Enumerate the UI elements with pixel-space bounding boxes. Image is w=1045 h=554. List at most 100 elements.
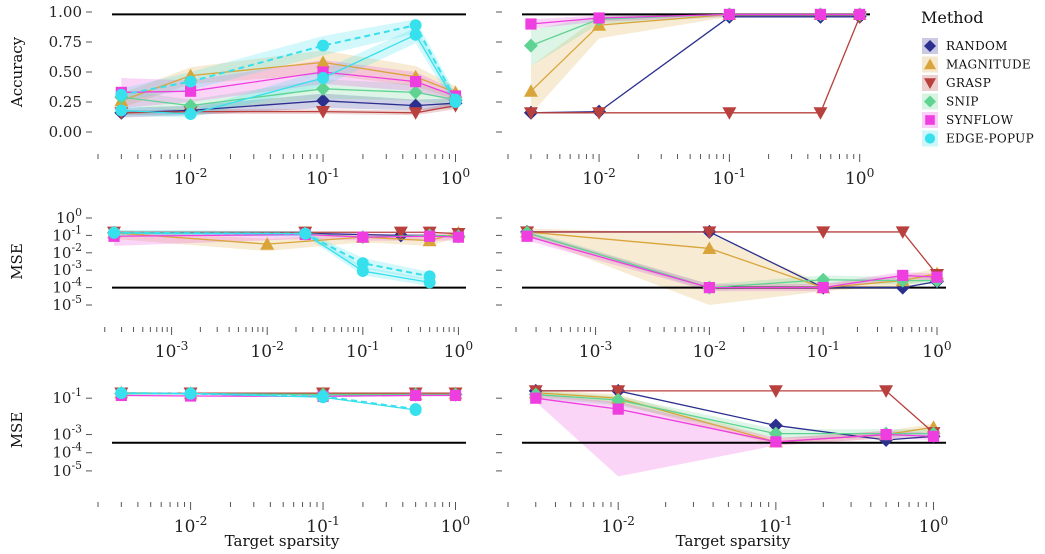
panel-bottom-right: 10-2 10-1 100 xyxy=(496,383,948,537)
point-snip xyxy=(408,85,423,100)
panel-bottom-left: 10-510-410-3 10-1 10-2 10-1 100 MSE xyxy=(8,385,470,537)
band-edge_popup xyxy=(121,19,456,106)
point-grasp xyxy=(895,226,910,239)
point-grasp xyxy=(523,107,538,120)
point-synflow xyxy=(184,85,197,97)
point-synflow xyxy=(410,76,422,88)
y-tick-label: 0.50 xyxy=(49,63,82,81)
x-tick-label: 10-1 xyxy=(806,339,840,362)
x-tick-label: 100 xyxy=(919,514,948,537)
point-grasp xyxy=(768,385,783,398)
point-grasp xyxy=(393,226,408,240)
point-edge_popup xyxy=(115,104,128,117)
point-random xyxy=(316,93,331,108)
point-grasp xyxy=(611,385,626,398)
point-edge_popup xyxy=(184,75,197,88)
point-grasp xyxy=(702,226,717,239)
y-axis-label: Accuracy xyxy=(8,36,26,108)
line-edge_popup xyxy=(114,232,430,284)
x-tick-label: 10-1 xyxy=(759,514,793,537)
y-axis-label: MSE xyxy=(8,243,26,280)
y-tick-label: 10-1 xyxy=(52,223,82,244)
y-tick-label: 0.25 xyxy=(49,93,82,111)
point-synflow xyxy=(449,389,462,402)
point-snip xyxy=(316,81,331,96)
point-synflow xyxy=(770,436,782,448)
xlabel-left: Target sparsity xyxy=(225,532,340,550)
legend: Method RANDOM MAGNITUDE GRASP SNIP SYNFLOW ED… xyxy=(921,8,1034,147)
x-tick-label: 10-1 xyxy=(713,166,747,189)
point-edge_popup xyxy=(409,19,422,32)
point-synflow xyxy=(452,231,465,243)
point-magnitude xyxy=(702,241,717,255)
point-grasp xyxy=(592,107,607,120)
legend-label: MAGNITUDE xyxy=(946,58,1031,72)
panel-middle-right: 10-3 10-2 10-1 100 xyxy=(496,217,952,362)
y-tick-label: 10-4 xyxy=(52,276,82,297)
legend-marker-snip xyxy=(924,95,936,108)
point-edge_popup xyxy=(356,265,369,278)
x-tick-label: 10-2 xyxy=(174,166,208,189)
x-tick-label: 100 xyxy=(441,166,470,189)
point-edge_popup xyxy=(184,387,197,400)
point-synflow xyxy=(357,231,369,243)
legend-label: EDGE-POPUP xyxy=(946,132,1034,146)
legend-label: GRASP xyxy=(946,76,991,90)
point-synflow xyxy=(897,269,909,282)
point-edge_popup xyxy=(115,88,128,101)
y-tick-label: 10-1 xyxy=(52,386,82,407)
point-synflow xyxy=(703,282,715,294)
point-edge_popup xyxy=(299,227,312,240)
legend-marker-edge_popup xyxy=(924,133,936,144)
legend-label: SNIP xyxy=(946,95,979,109)
point-grasp xyxy=(722,107,737,120)
legend-label: RANDOM xyxy=(946,39,1008,53)
y-tick-label: 1.00 xyxy=(49,3,82,21)
point-synflow xyxy=(593,12,605,24)
y-tick-label: 0.00 xyxy=(49,123,82,141)
point-synflow xyxy=(817,282,829,294)
x-tick-label: 10-3 xyxy=(155,339,189,362)
band-magnitude xyxy=(527,228,937,305)
point-edge_popup xyxy=(108,226,120,239)
legend-marker-synflow xyxy=(925,115,935,125)
legend-title: Method xyxy=(921,8,983,27)
point-edge_popup xyxy=(184,108,197,120)
point-edge_popup xyxy=(449,96,462,108)
band-magnitude xyxy=(121,50,456,108)
y-tick-label: 10-5 xyxy=(52,293,82,314)
y-tick-label: 0.75 xyxy=(49,33,82,51)
point-grasp xyxy=(408,107,423,120)
point-edge_popup xyxy=(317,72,329,84)
point-snip xyxy=(183,98,198,113)
point-synflow xyxy=(854,8,866,20)
x-tick-label: 10-2 xyxy=(601,514,635,537)
band-synflow xyxy=(527,231,937,292)
x-tick-label: 10-2 xyxy=(174,514,208,537)
point-grasp xyxy=(813,107,828,120)
x-tick-label: 10-1 xyxy=(306,166,340,189)
xlabel-right: Target sparsity xyxy=(676,532,791,550)
point-edge_popup xyxy=(409,404,422,416)
point-edge_popup xyxy=(317,391,329,404)
point-synflow xyxy=(880,428,892,441)
point-synflow xyxy=(612,403,624,415)
x-tick-label: 10-3 xyxy=(579,339,613,362)
y-tick-label: 10-3 xyxy=(52,423,82,444)
point-synflow xyxy=(410,389,422,402)
y-axis-label: MSE xyxy=(8,412,26,449)
point-synflow xyxy=(525,18,537,30)
panel-top-right: 10-2 10-1 100 xyxy=(496,7,874,189)
point-random xyxy=(768,418,783,433)
point-magnitude xyxy=(523,84,538,97)
line-edge_popup xyxy=(121,24,457,101)
point-synflow xyxy=(931,271,943,283)
point-synflow xyxy=(424,230,436,242)
panels: 0.00 0.25 0.50 0.75 1.00 10-2 10-1 100 Accuracy 1… xyxy=(8,3,952,537)
band-edge_popup xyxy=(121,27,456,118)
legend-items: RANDOM MAGNITUDE GRASP SNIP SYNFLOW EDGE-POPU… xyxy=(922,38,1034,147)
point-grasp xyxy=(316,106,331,119)
y-tick-label: 10-4 xyxy=(52,441,82,462)
point-snip xyxy=(523,38,538,53)
